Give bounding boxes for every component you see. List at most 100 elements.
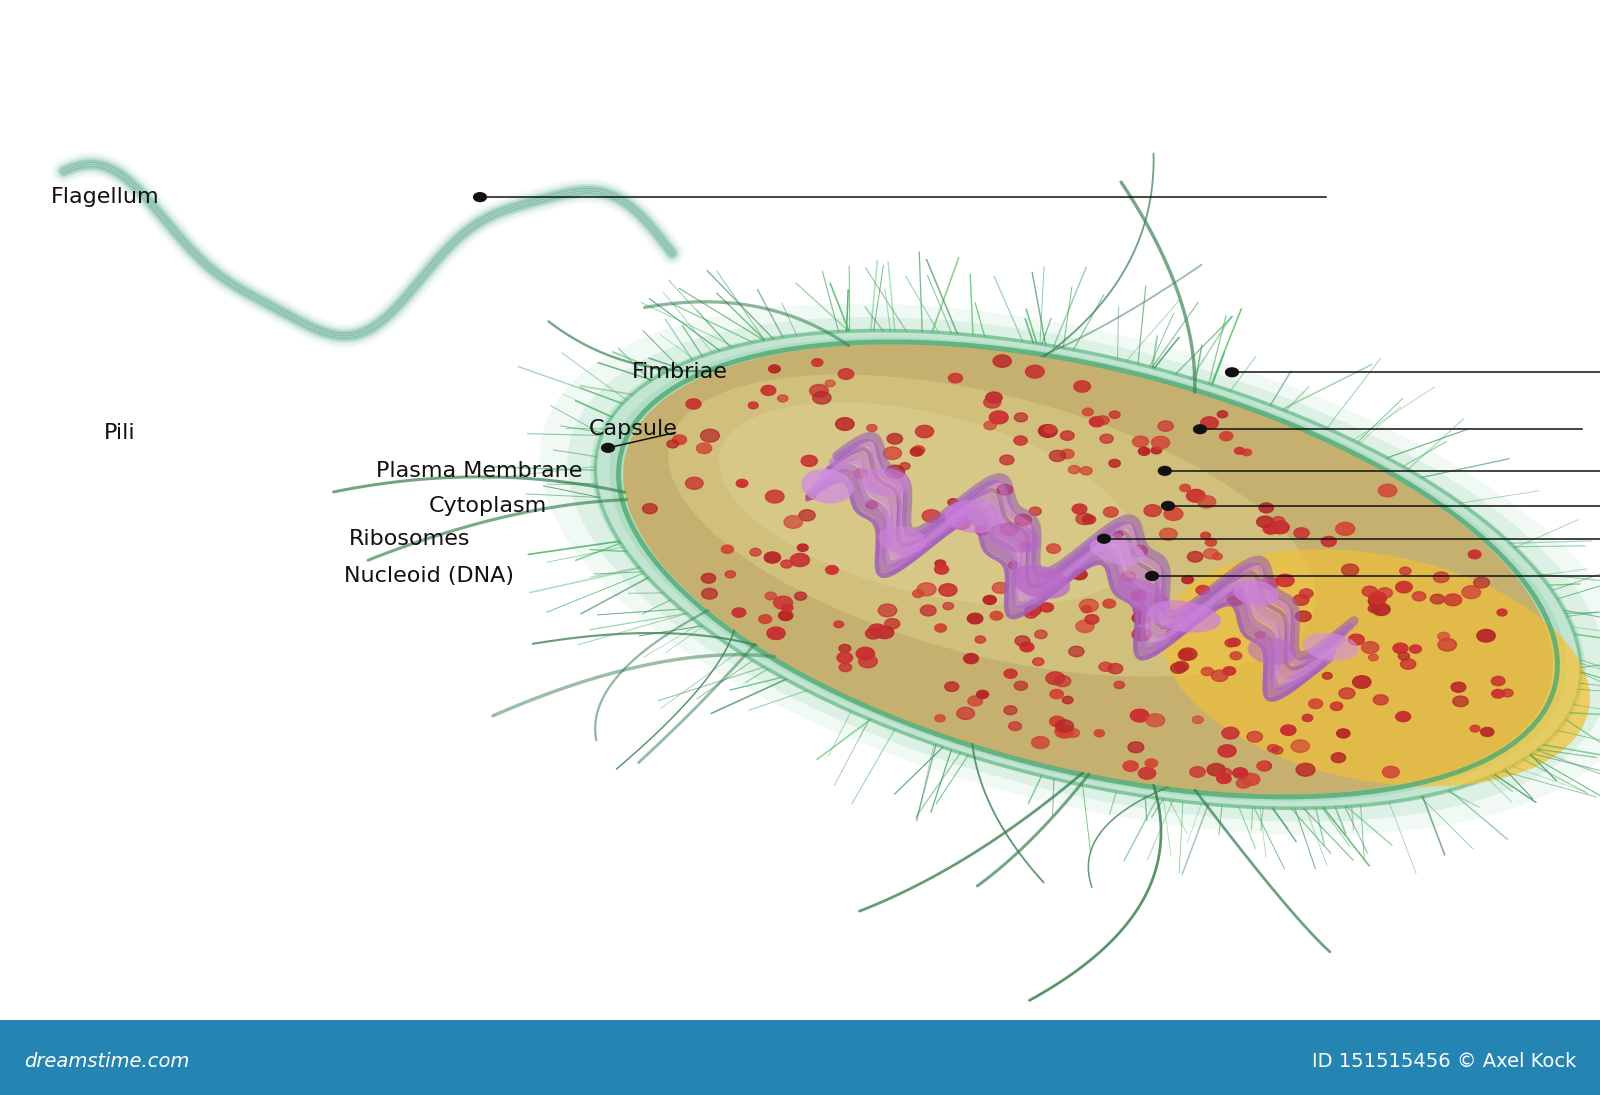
Circle shape — [1032, 658, 1043, 666]
Circle shape — [1395, 712, 1411, 722]
Circle shape — [866, 629, 882, 639]
Circle shape — [1000, 456, 1014, 464]
Circle shape — [725, 570, 736, 578]
Circle shape — [878, 604, 896, 616]
Circle shape — [1166, 629, 1181, 638]
Circle shape — [1331, 702, 1342, 711]
Circle shape — [1270, 521, 1290, 533]
Circle shape — [1165, 507, 1182, 520]
Circle shape — [1226, 368, 1238, 377]
Circle shape — [1230, 652, 1242, 660]
Circle shape — [1299, 589, 1314, 598]
Circle shape — [1054, 725, 1074, 738]
Circle shape — [768, 365, 781, 373]
Circle shape — [1066, 728, 1080, 737]
Circle shape — [1085, 614, 1099, 624]
Circle shape — [1107, 664, 1123, 673]
Ellipse shape — [539, 303, 1600, 835]
Circle shape — [781, 560, 792, 568]
Circle shape — [1179, 484, 1190, 492]
Circle shape — [474, 193, 486, 201]
Circle shape — [1133, 436, 1149, 447]
Circle shape — [826, 566, 838, 574]
Circle shape — [1069, 646, 1085, 657]
Circle shape — [869, 624, 886, 636]
Circle shape — [813, 392, 830, 404]
Circle shape — [1291, 740, 1309, 752]
Circle shape — [1146, 759, 1157, 768]
Text: Capsule: Capsule — [589, 419, 678, 439]
Circle shape — [949, 373, 963, 383]
Circle shape — [963, 654, 979, 664]
Circle shape — [758, 614, 771, 623]
Circle shape — [1133, 627, 1150, 641]
Circle shape — [1219, 769, 1232, 777]
Circle shape — [1021, 542, 1032, 551]
Circle shape — [1040, 603, 1053, 612]
Circle shape — [1206, 763, 1226, 776]
Circle shape — [1069, 465, 1080, 474]
Circle shape — [1294, 528, 1309, 539]
Circle shape — [1474, 577, 1490, 588]
Circle shape — [1096, 416, 1109, 425]
Circle shape — [838, 645, 851, 653]
Ellipse shape — [718, 402, 1138, 606]
Circle shape — [1491, 690, 1504, 699]
Circle shape — [1211, 670, 1227, 681]
Circle shape — [1395, 581, 1413, 592]
Circle shape — [1014, 681, 1027, 690]
Circle shape — [1378, 484, 1397, 497]
Circle shape — [1061, 449, 1074, 459]
Circle shape — [934, 565, 949, 574]
Circle shape — [797, 544, 808, 552]
Circle shape — [1146, 572, 1158, 580]
Circle shape — [984, 396, 1000, 408]
Circle shape — [1144, 505, 1162, 517]
Circle shape — [867, 425, 877, 431]
Circle shape — [1194, 425, 1206, 434]
Circle shape — [1198, 496, 1216, 508]
Circle shape — [643, 504, 658, 514]
Circle shape — [1072, 569, 1086, 579]
Circle shape — [1254, 632, 1266, 638]
Circle shape — [1019, 643, 1034, 652]
Circle shape — [701, 429, 720, 442]
Circle shape — [944, 682, 958, 691]
Circle shape — [1035, 630, 1046, 638]
Ellipse shape — [1248, 637, 1298, 665]
Circle shape — [1005, 669, 1018, 678]
Circle shape — [795, 592, 806, 600]
Circle shape — [954, 518, 970, 529]
Circle shape — [939, 584, 957, 597]
Circle shape — [1259, 503, 1274, 512]
Circle shape — [1242, 449, 1251, 456]
Circle shape — [835, 417, 854, 430]
Circle shape — [1038, 425, 1058, 437]
Circle shape — [1296, 611, 1310, 622]
Circle shape — [1400, 659, 1416, 669]
Circle shape — [1160, 528, 1178, 540]
Circle shape — [1138, 448, 1150, 456]
Text: Flagellum: Flagellum — [51, 187, 160, 207]
Circle shape — [994, 355, 1011, 367]
Circle shape — [1451, 682, 1466, 692]
Circle shape — [1219, 431, 1234, 440]
Circle shape — [1258, 762, 1269, 770]
Circle shape — [1131, 545, 1147, 556]
Circle shape — [883, 447, 901, 460]
Circle shape — [810, 384, 829, 397]
Circle shape — [1227, 591, 1237, 599]
Circle shape — [1026, 604, 1042, 615]
Circle shape — [1192, 716, 1203, 724]
Circle shape — [1179, 648, 1197, 660]
Ellipse shape — [669, 374, 1315, 677]
Circle shape — [1339, 688, 1355, 699]
Circle shape — [1413, 591, 1426, 601]
Circle shape — [1080, 466, 1093, 475]
Circle shape — [942, 602, 954, 610]
Circle shape — [1280, 725, 1296, 736]
Circle shape — [1014, 413, 1027, 422]
Circle shape — [1187, 489, 1205, 503]
Circle shape — [856, 647, 875, 660]
Circle shape — [701, 574, 715, 584]
